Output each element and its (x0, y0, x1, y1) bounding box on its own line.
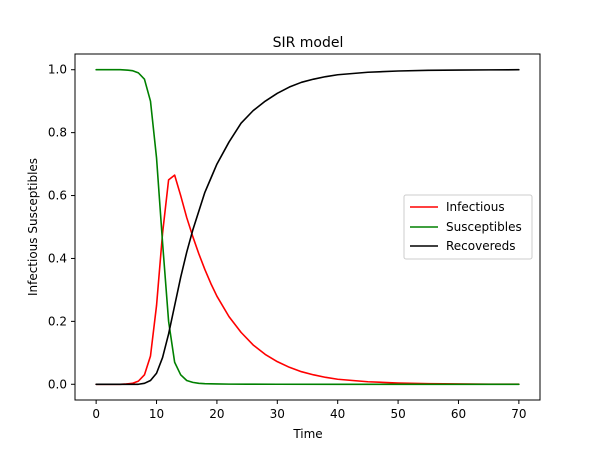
y-tick-label: 1.0 (48, 63, 67, 77)
x-tick-label: 40 (330, 407, 345, 421)
legend-frame (403, 194, 533, 260)
y-axis: 0.0 0.2 0.4 0.6 0.8 1.0 (48, 63, 75, 391)
x-tick-label: 10 (149, 407, 164, 421)
x-axis: 0 10 20 30 40 50 60 70 (92, 400, 527, 421)
series-line-recovereds (95, 68, 520, 386)
x-tick-label: 50 (390, 407, 405, 421)
y-tick-label: 0.4 (48, 251, 67, 265)
x-tick-label: 30 (270, 407, 285, 421)
legend-label-recovereds: Recovereds (446, 239, 516, 253)
y-tick-label: 0.0 (48, 377, 67, 391)
x-tick-label: 0 (92, 407, 100, 421)
legend-label-infectious: Infectious (446, 200, 505, 214)
x-tick-label: 20 (209, 407, 224, 421)
y-tick-label: 0.8 (48, 126, 67, 140)
plot-area (74, 53, 541, 401)
y-tick-label: 0.2 (48, 314, 67, 328)
x-axis-label: Time (292, 427, 322, 441)
plot-frame (74, 53, 541, 401)
x-tick-label: 60 (451, 407, 466, 421)
chart-title: SIR model (273, 35, 344, 51)
y-tick-label: 0.6 (48, 189, 67, 203)
y-axis-label: Infectious Susceptibles (26, 158, 40, 296)
series-layer (95, 68, 520, 386)
legend: Infectious Susceptibles Recovereds (403, 194, 533, 260)
series-line-susceptibles (95, 68, 520, 386)
legend-label-susceptibles: Susceptibles (446, 220, 522, 234)
series-line-infectious (95, 174, 520, 386)
x-tick-label: 70 (511, 407, 526, 421)
